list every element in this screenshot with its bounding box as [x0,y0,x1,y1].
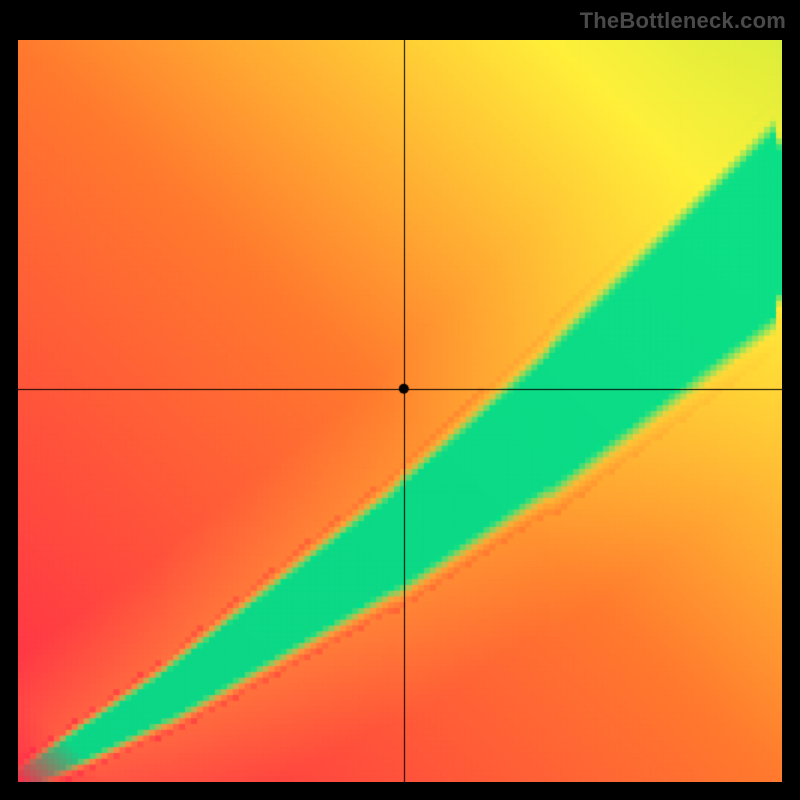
watermark-text: TheBottleneck.com [580,8,786,34]
heatmap-canvas [18,40,782,782]
heatmap-plot [18,40,782,782]
